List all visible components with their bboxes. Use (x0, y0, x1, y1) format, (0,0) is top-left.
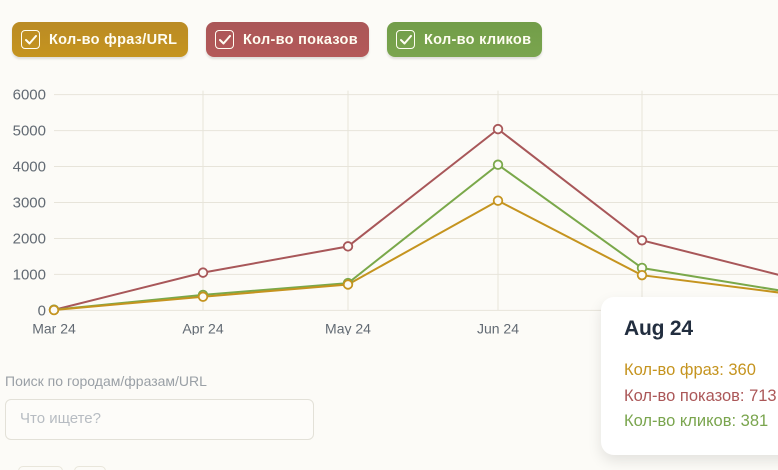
svg-text:2000: 2000 (13, 230, 46, 247)
svg-text:1000: 1000 (13, 266, 46, 283)
svg-text:0: 0 (38, 302, 46, 319)
svg-text:Mar 24: Mar 24 (32, 320, 76, 335)
svg-text:3000: 3000 (13, 195, 46, 212)
svg-text:Apr 24: Apr 24 (182, 320, 223, 335)
svg-text:Jun 24: Jun 24 (477, 320, 519, 335)
svg-text:5000: 5000 (13, 123, 46, 140)
svg-text:4000: 4000 (13, 159, 46, 176)
svg-text:May 24: May 24 (325, 320, 371, 335)
svg-text:6000: 6000 (13, 87, 46, 104)
